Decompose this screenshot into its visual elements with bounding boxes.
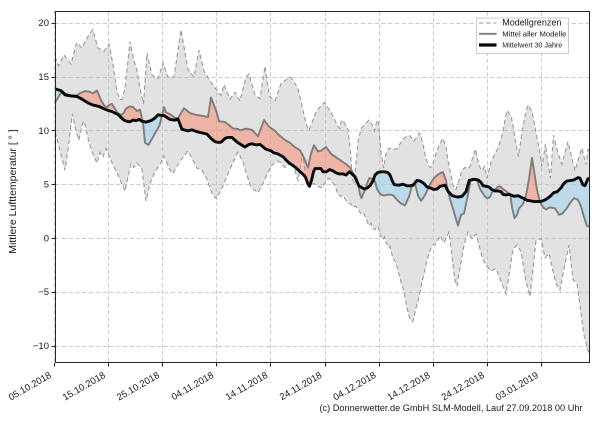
- svg-text:20: 20: [38, 18, 49, 29]
- svg-text:Mittel aller Modelle: Mittel aller Modelle: [502, 30, 566, 39]
- svg-text:(c) Donnerwetter.de GmbH SLM-M: (c) Donnerwetter.de GmbH SLM-Modell, Lau…: [320, 403, 583, 413]
- svg-text:10: 10: [38, 126, 49, 137]
- svg-text:Mittelwert 30 Jahre: Mittelwert 30 Jahre: [502, 42, 562, 50]
- svg-text:−10: −10: [33, 341, 49, 352]
- svg-text:5: 5: [44, 180, 49, 191]
- svg-text:0: 0: [44, 233, 49, 244]
- svg-text:15: 15: [38, 72, 49, 83]
- svg-text:Mittlere Lufttemperatur [ ° ]: Mittlere Lufttemperatur [ ° ]: [7, 129, 19, 253]
- svg-text:Modellgrenzen: Modellgrenzen: [502, 18, 561, 28]
- svg-text:−5: −5: [38, 287, 49, 298]
